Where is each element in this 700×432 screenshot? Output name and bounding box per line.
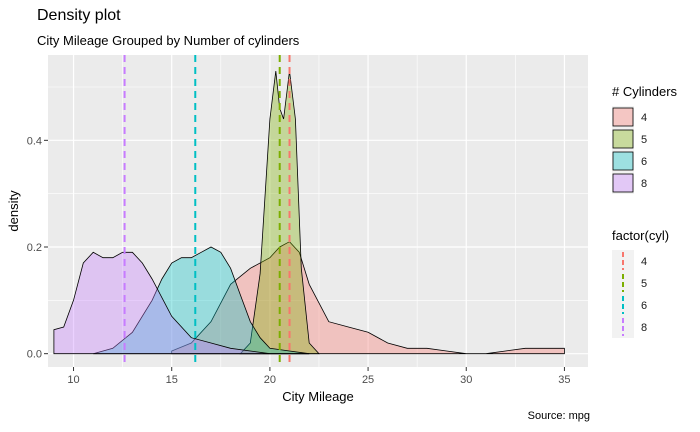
x-tick-label: 20 (264, 374, 276, 386)
chart-subtitle: City Mileage Grouped by Number of cylind… (37, 33, 300, 48)
x-tick-label: 10 (67, 374, 79, 386)
legend-factor-cyl: factor(cyl) 4 5 6 8 (612, 228, 669, 338)
mean-lines (123, 55, 291, 367)
legend-swatch-6 (612, 151, 634, 171)
legend-swatch-4 (612, 107, 634, 127)
y-tick-label: 0.0 (27, 349, 42, 361)
y-tick-label: 0.2 (27, 242, 42, 254)
x-axis-title: City Mileage (282, 389, 354, 404)
legend-title: # Cylinders (612, 84, 678, 99)
legend-label: 5 (641, 134, 647, 146)
density-area-4-cyl (171, 241, 565, 355)
legend-key-bg (612, 172, 634, 194)
chart-caption: Source: mpg (527, 410, 590, 422)
x-tick-label: 30 (460, 374, 472, 386)
x-tick-label: 25 (362, 374, 374, 386)
plot-panel (48, 55, 588, 367)
x-tick-label: 35 (558, 374, 570, 386)
legend-cylinders: # Cylinders 4 5 6 8 (612, 84, 678, 194)
y-tick-label: 0.4 (27, 135, 42, 147)
density-area-8-cyl (53, 251, 310, 355)
legend-label: 6 (641, 156, 647, 168)
legend-label: 8 (641, 178, 647, 190)
legend-label: 6 (641, 300, 647, 312)
legend-swatch-5 (612, 129, 634, 149)
density-area-6-cyl (93, 246, 310, 355)
legend-label: 8 (641, 322, 647, 334)
legend-key-bg (612, 106, 634, 128)
axis-ticks: 10 15 20 25 30 35 0.0 0.2 0.4 (27, 135, 571, 386)
legend-title: factor(cyl) (612, 228, 669, 243)
legend-key-bg (612, 128, 634, 150)
chart-title: Density plot (37, 7, 121, 24)
y-axis-title: density (6, 190, 21, 232)
legend-label: 4 (641, 256, 647, 268)
legend-key-bg (612, 150, 634, 172)
grid-lines (48, 55, 588, 367)
x-tick-label: 15 (166, 374, 178, 386)
legend-label: 5 (641, 278, 647, 290)
legend-swatch-8 (612, 173, 634, 193)
legend-label: 4 (641, 112, 647, 124)
